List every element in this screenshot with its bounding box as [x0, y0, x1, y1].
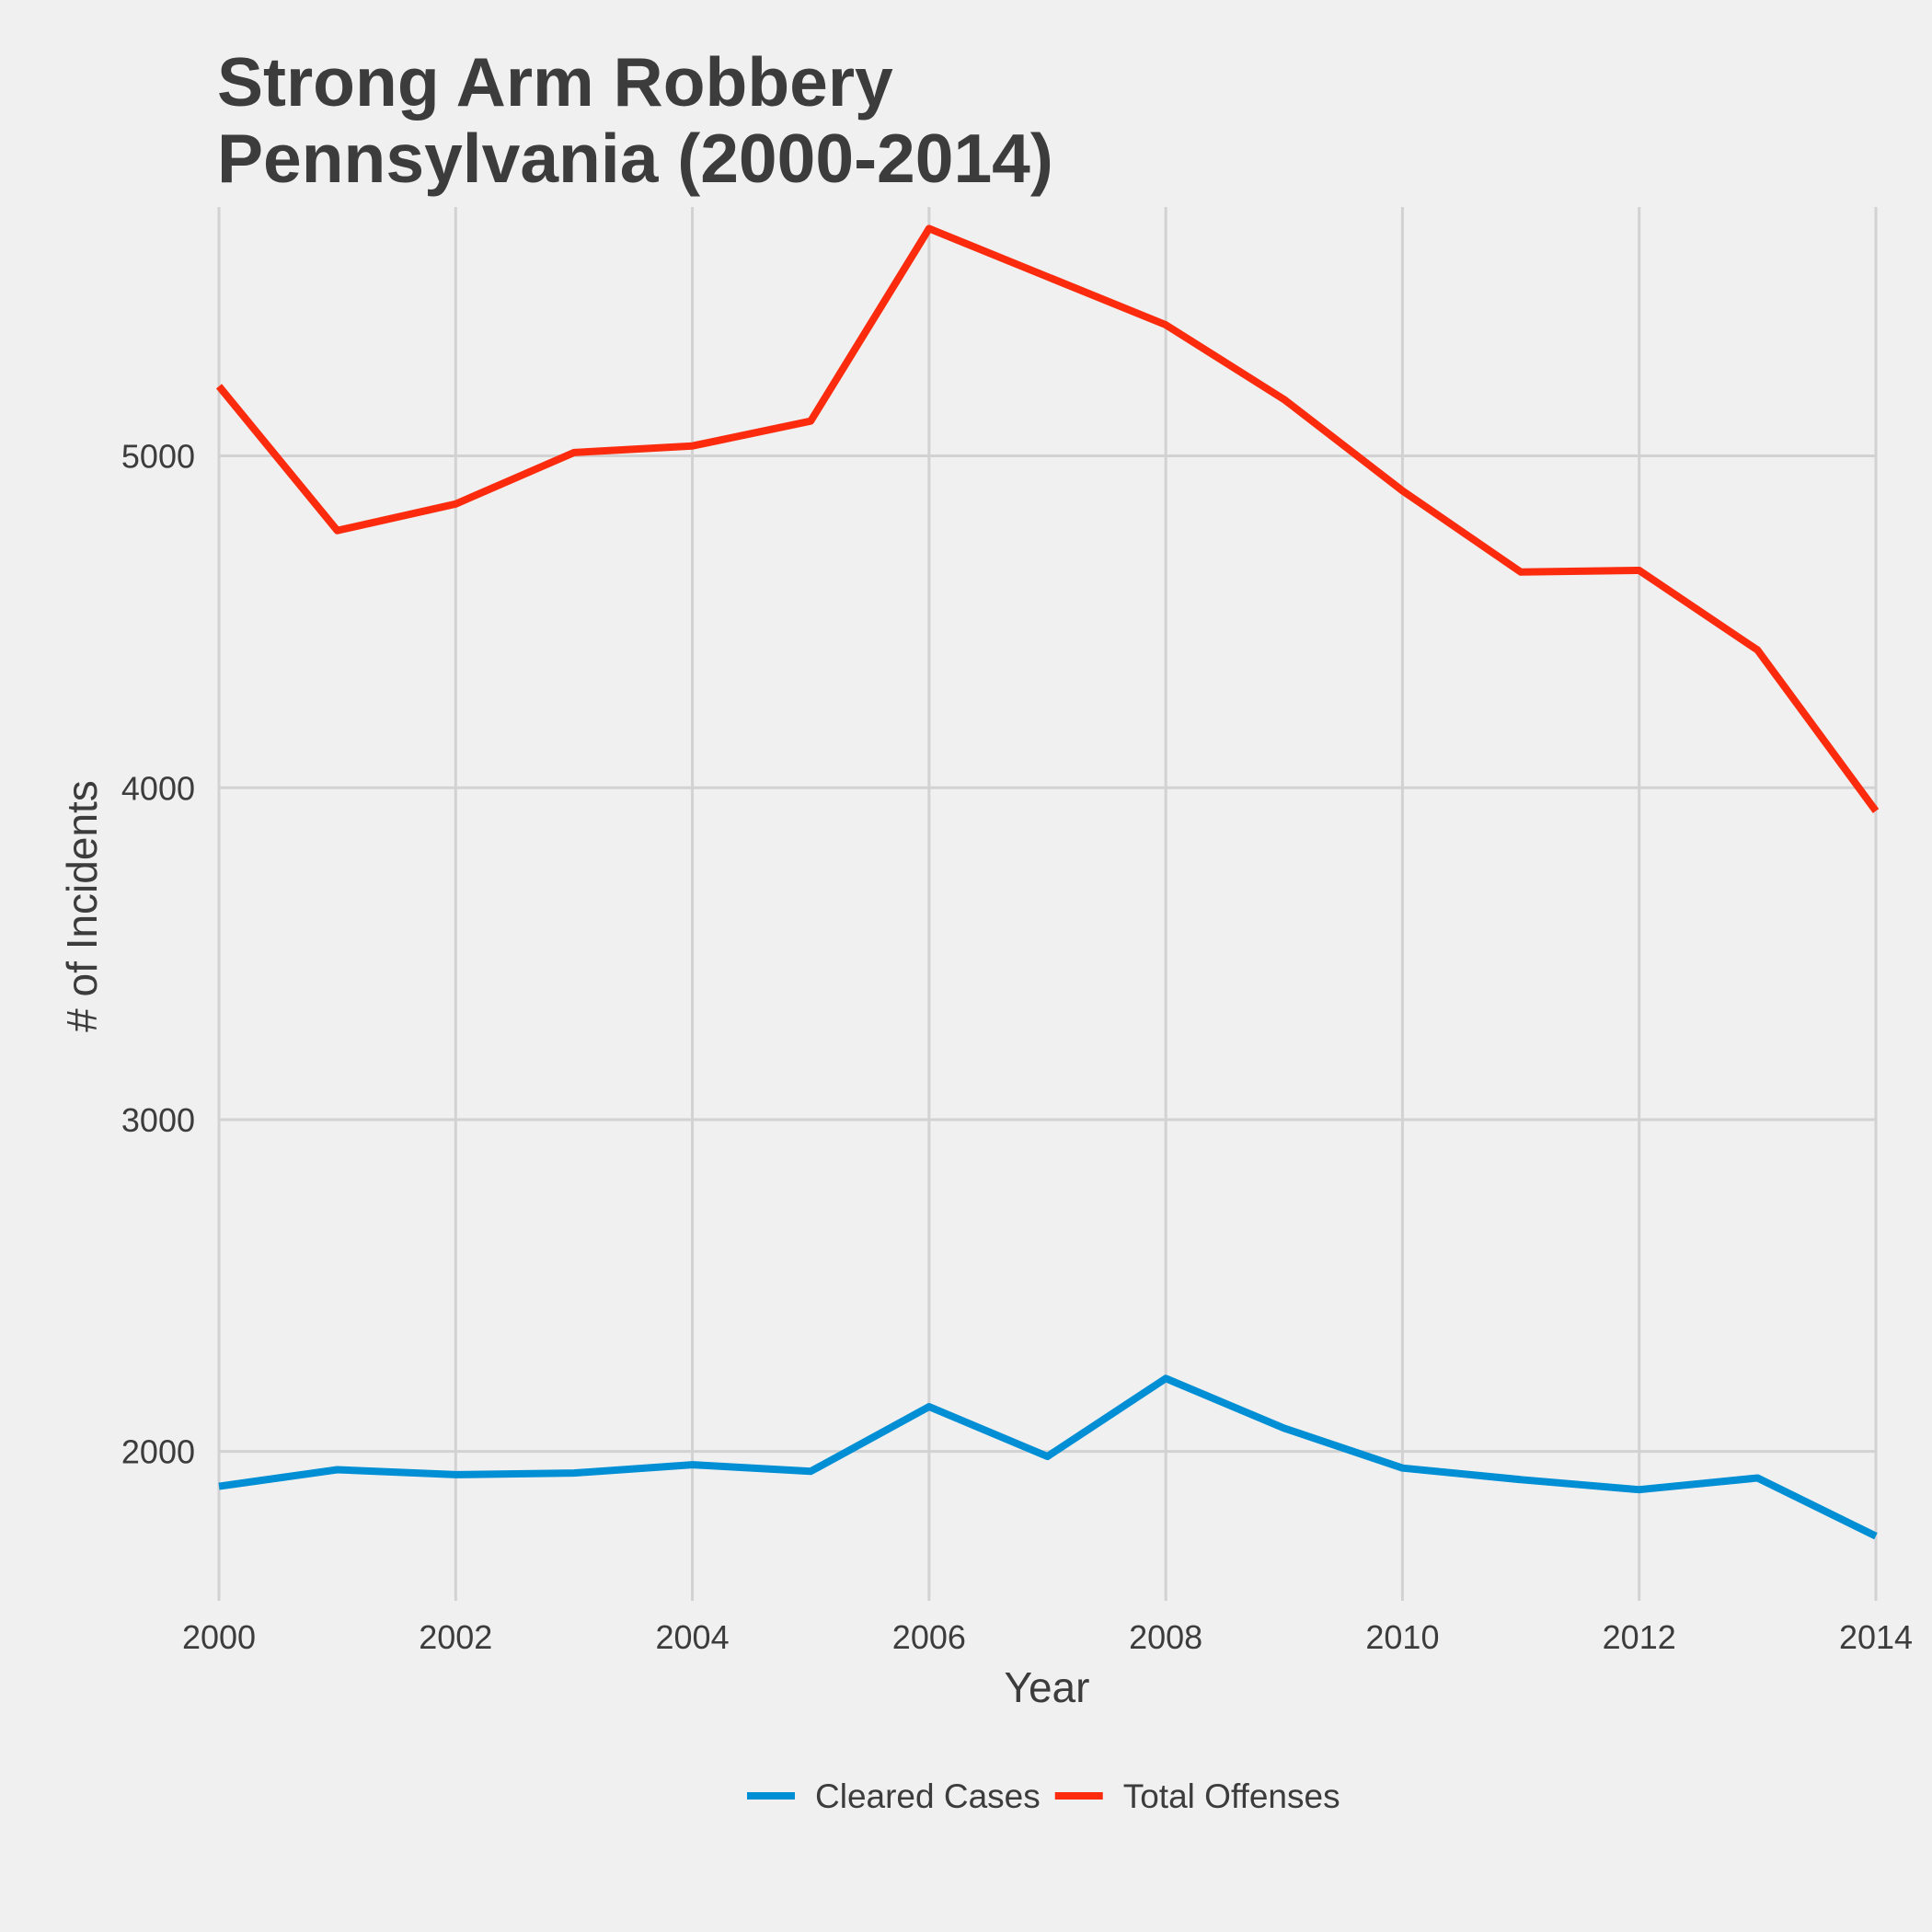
x-tick-label: 2002: [419, 1618, 492, 1656]
x-tick-label: 2006: [892, 1618, 966, 1656]
legend-label: Cleared Cases: [815, 1777, 1041, 1815]
legend: Cleared Cases Total Offenses: [747, 1777, 1340, 1815]
series-lines: [215, 224, 1880, 1540]
y-axis-title: # of Incidents: [58, 780, 106, 1032]
x-tick-label: 2004: [656, 1618, 730, 1656]
x-tick-label: 2014: [1839, 1618, 1913, 1656]
chart-subtitle: Pennsylvania (2000-2014): [217, 120, 1053, 197]
legend-label: Total Offenses: [1123, 1777, 1340, 1815]
series-line-total-offenses: [215, 224, 1880, 813]
y-tick-label: 3000: [121, 1101, 195, 1139]
y-tick-label: 2000: [121, 1433, 195, 1471]
tick-labels: 2000 2002 2004 2006 2008 2010 2012 2014 2000 3000…: [121, 438, 1913, 1656]
y-tick-label: 4000: [121, 769, 195, 807]
x-tick-label: 2000: [182, 1618, 256, 1656]
y-tick-label: 5000: [121, 438, 195, 476]
series-line-cleared-cases: [218, 1374, 1878, 1540]
x-tick-label: 2012: [1603, 1618, 1676, 1656]
x-tick-label: 2008: [1129, 1618, 1202, 1656]
chart-title: Strong Arm Robbery: [217, 43, 893, 121]
x-axis-title: Year: [1005, 1663, 1090, 1711]
grid-lines: [217, 207, 1878, 1601]
x-tick-label: 2010: [1365, 1618, 1439, 1656]
